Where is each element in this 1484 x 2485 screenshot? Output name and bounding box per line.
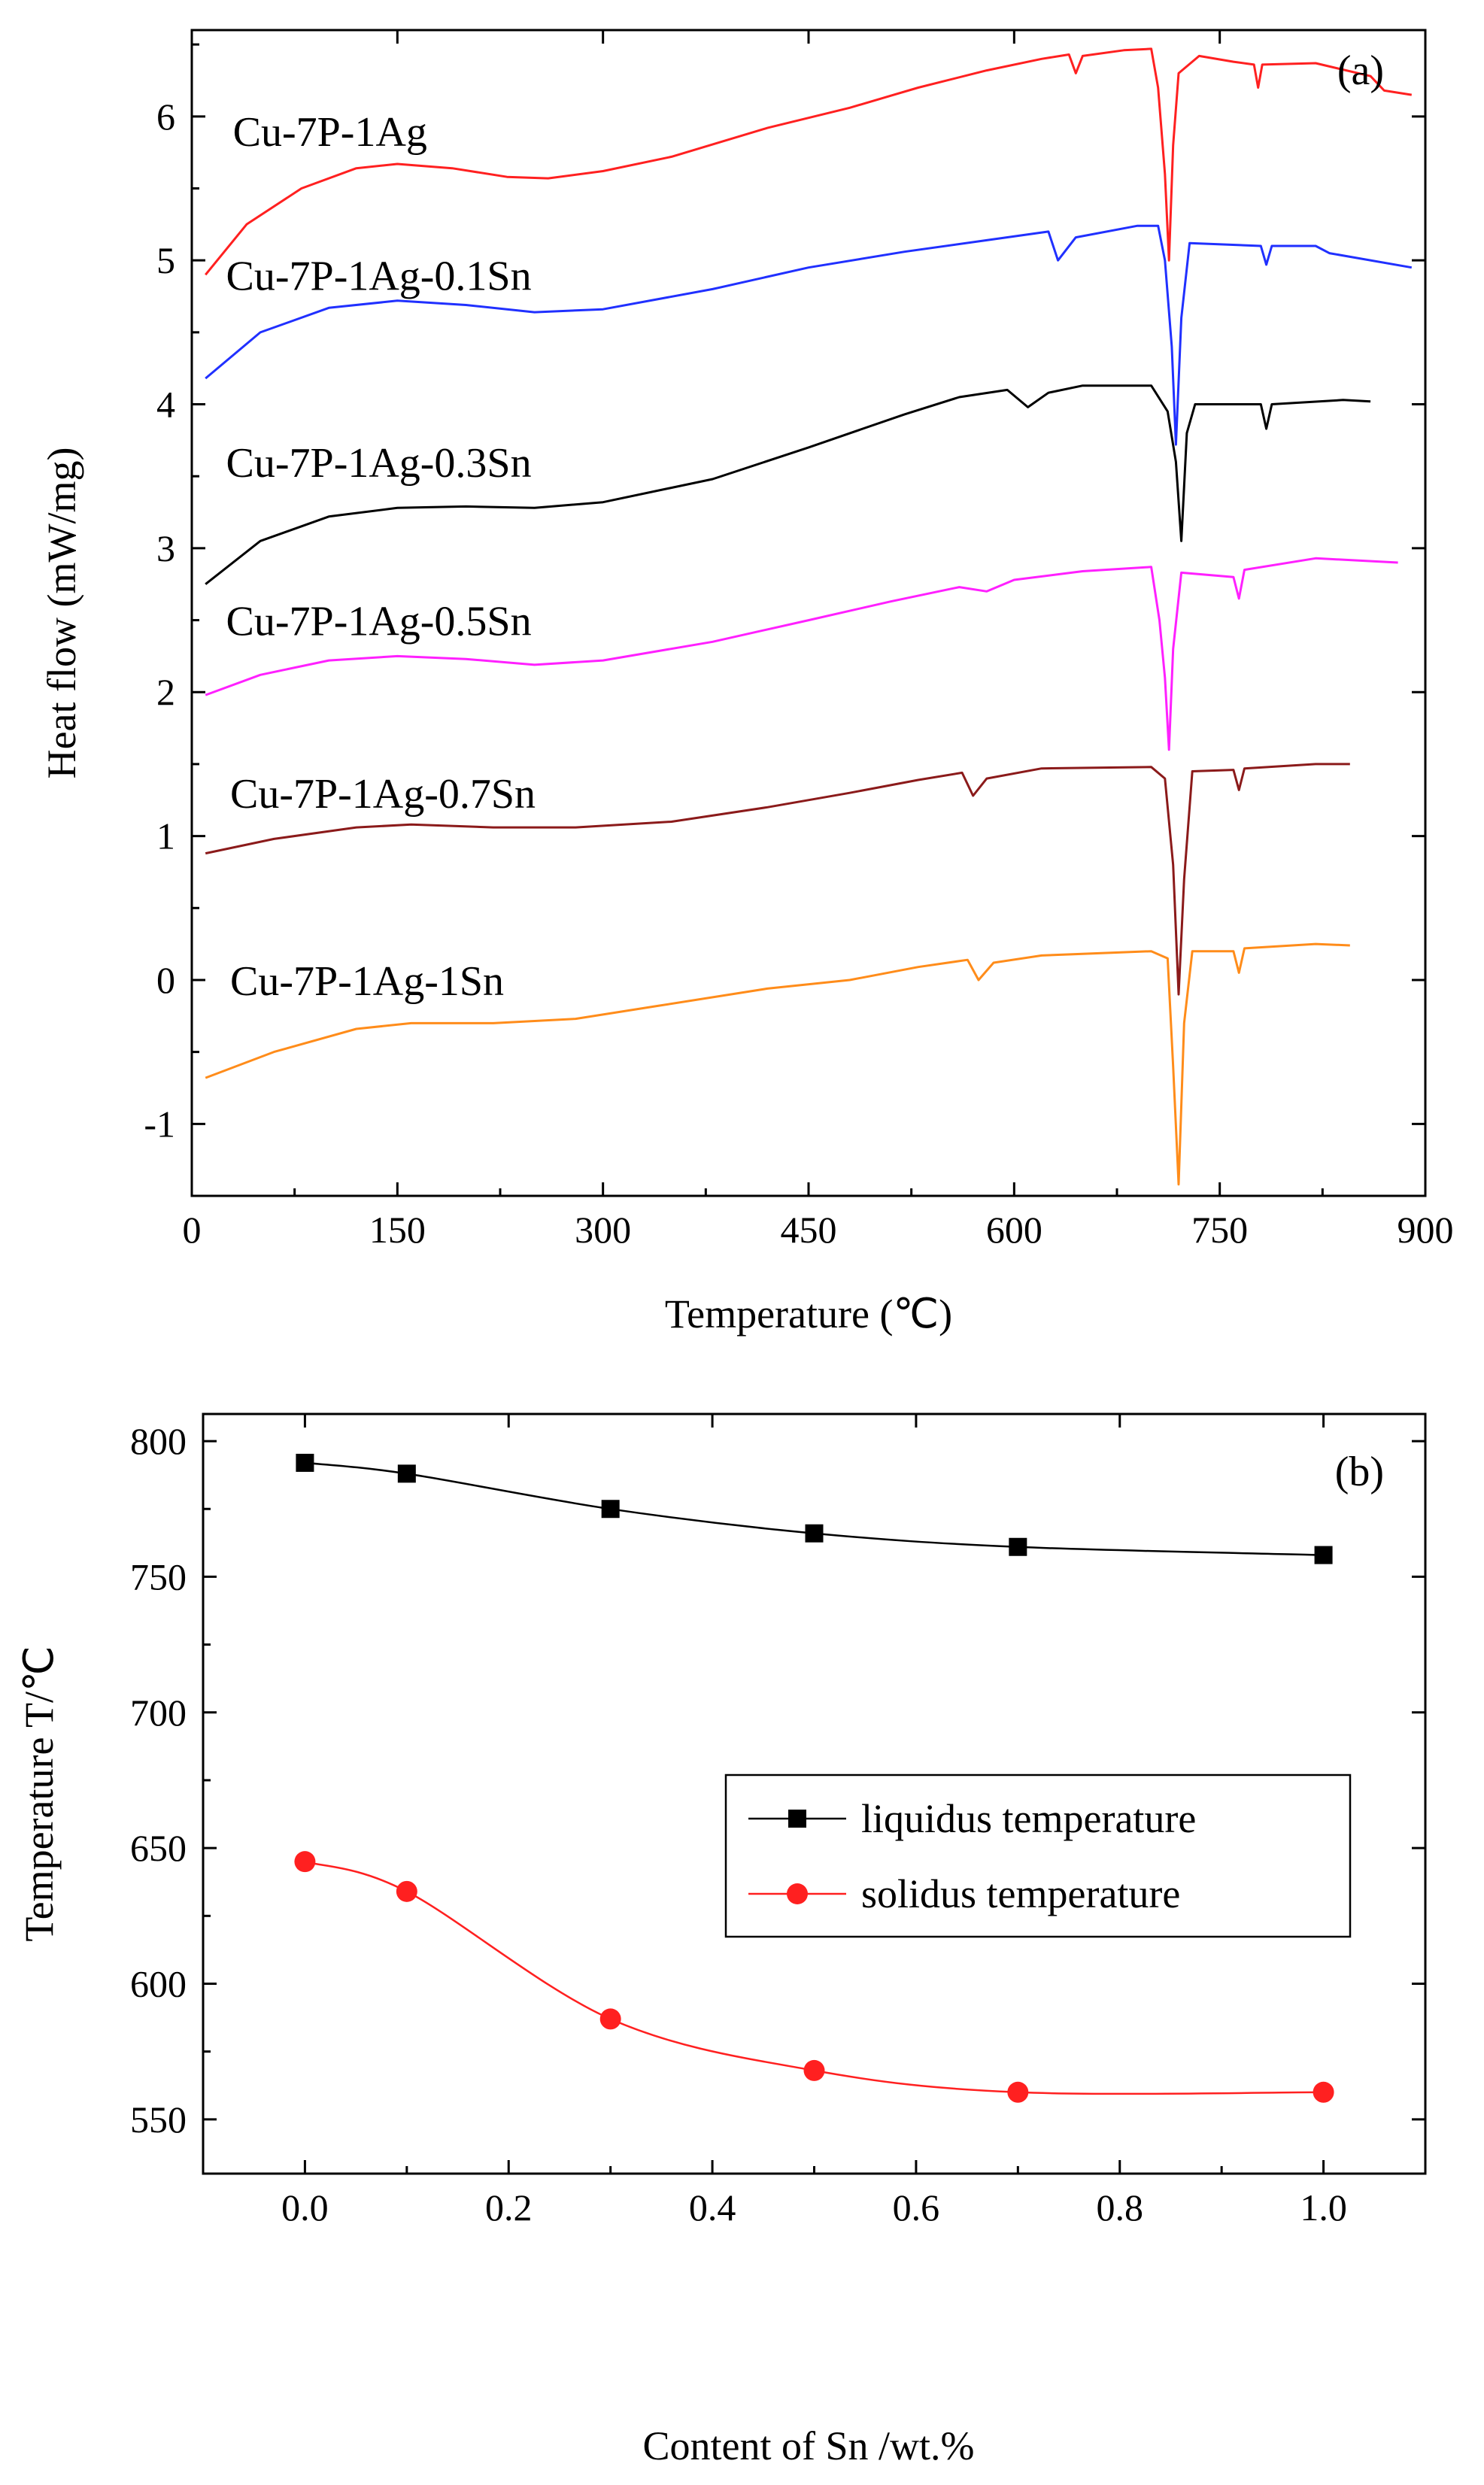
y-tick-label-550: 550 [130, 2098, 187, 2141]
panel-a-series-group: Cu-7P-1Ag Cu-7P-1Ag-0.1Sn Cu-7P-1Ag-0.3Sn C… [205, 47, 1413, 1186]
x-tick-label-1-0: 1.0 [1300, 2186, 1347, 2229]
series-line-cu-7p-1ag-0-7sn [205, 763, 1350, 996]
point-liquidus-temperature-2 [601, 1500, 620, 1519]
point-solidus-temperature-5 [1313, 2081, 1334, 2103]
y-tick-label-650: 650 [130, 1827, 187, 1869]
series-line-cu-7p-1ag-0-1sn [205, 224, 1413, 446]
series-line-cu-7p-1ag-0-5sn [205, 557, 1398, 751]
x-tick-label-150: 150 [369, 1209, 426, 1251]
point-liquidus-temperature-3 [805, 1524, 824, 1543]
series-line-cu-7p-1ag [205, 47, 1413, 276]
series-label-cu-7p-1ag-1sn: Cu-7P-1Ag-1Sn [230, 958, 504, 1005]
series-label-cu-7p-1ag-0-1sn: Cu-7P-1Ag-0.1Sn [226, 253, 532, 299]
x-tick-label-0-2: 0.2 [485, 2186, 533, 2229]
x-tick-label-0-8: 0.8 [1097, 2186, 1144, 2229]
y-tick-label-800: 800 [130, 1420, 187, 1462]
panel-b-x-ticks: 0.0 0.2 0.4 0.6 0.8 1.0 [202, 1414, 1427, 2229]
legend-solidus-label: solidus temperature [861, 1871, 1180, 1916]
legend-liquidus-marker [788, 1810, 806, 1828]
panel-a-y-axis-label: Heat flow (mW/mg) [39, 448, 84, 779]
y-tick-label-750: 750 [130, 1555, 187, 1598]
point-solidus-temperature-2 [599, 2008, 621, 2030]
series-line-cu-7p-1ag-1sn [205, 942, 1350, 1186]
point-solidus-temperature-3 [803, 2059, 825, 2081]
y-tick-label-1: 1 [156, 815, 175, 857]
point-liquidus-temperature-1 [397, 1464, 416, 1483]
legend-box [724, 1773, 1352, 1938]
y-tick-label-4: 4 [156, 384, 175, 426]
x-tick-label-300: 300 [575, 1209, 631, 1251]
panel-a-label: (a) [1337, 47, 1384, 94]
series-label-cu-7p-1ag-0-7sn: Cu-7P-1Ag-0.7Sn [230, 771, 536, 818]
y-tick-label-600: 600 [130, 1963, 187, 2005]
series-label-cu-7p-1ag-0-3sn: Cu-7P-1Ag-0.3Sn [226, 440, 532, 487]
point-liquidus-temperature-5 [1314, 1546, 1333, 1564]
panel-a-dsc-curves: Cu-7P-1Ag Cu-7P-1Ag-0.1Sn Cu-7P-1Ag-0.3Sn C… [39, 29, 1454, 1337]
panel-b-liquidus-solidus: 0.0 0.2 0.4 0.6 0.8 1.0 550 600 650 700 750 800 (b… [17, 1412, 1427, 2468]
series-label-cu-7p-1ag: Cu-7P-1Ag [233, 109, 427, 156]
x-tick-label-600: 600 [986, 1209, 1042, 1251]
series-label-cu-7p-1ag-0-5sn: Cu-7P-1Ag-0.5Sn [226, 599, 532, 645]
x-tick-label-0: 0 [183, 1209, 202, 1251]
panel-a-y-ticks: -1 0 1 2 3 4 5 6 [144, 43, 1425, 1145]
x-tick-label-900: 900 [1398, 1209, 1454, 1251]
point-solidus-temperature-4 [1007, 2081, 1029, 2103]
panel-b-series-group [294, 1453, 1334, 2103]
y-tick-label-700: 700 [130, 1692, 187, 1734]
y-tick-label-3: 3 [156, 527, 175, 569]
point-solidus-temperature-0 [294, 1851, 316, 1873]
x-tick-label-0-4: 0.4 [689, 2186, 736, 2229]
x-tick-label-0-0: 0.0 [281, 2186, 329, 2229]
panel-b-y-axis-label: Temperature T/℃ [17, 1646, 62, 1941]
panel-a-x-axis-label: Temperature (℃) [665, 1291, 952, 1337]
panel-b-label: (b) [1335, 1449, 1384, 1495]
y-tick-label-5: 5 [156, 239, 175, 281]
point-solidus-temperature-1 [396, 1880, 417, 1902]
panel-a-x-ticks: 0 150 300 450 600 750 900 [183, 30, 1454, 1251]
legend-solidus-marker [787, 1883, 808, 1904]
y-tick-label-0: 0 [156, 959, 175, 1001]
y-tick-label--1: -1 [144, 1103, 175, 1145]
panel-b-y-ticks: 550 600 650 700 750 800 [130, 1420, 1425, 2141]
panel-b-legend: liquidus temperature solidus temperature [724, 1773, 1352, 1938]
y-tick-label-6: 6 [156, 96, 175, 138]
x-tick-label-450: 450 [781, 1209, 837, 1251]
series-line-cu-7p-1ag-0-3sn [205, 384, 1371, 585]
x-tick-label-750: 750 [1191, 1209, 1248, 1251]
legend-liquidus-label: liquidus temperature [861, 1796, 1196, 1841]
point-liquidus-temperature-4 [1009, 1537, 1027, 1556]
y-tick-label-2: 2 [156, 671, 175, 713]
panel-b-x-axis-label: Content of Sn /wt.% [643, 2423, 975, 2468]
point-liquidus-temperature-0 [296, 1453, 314, 1472]
x-tick-label-0-6: 0.6 [893, 2186, 940, 2229]
